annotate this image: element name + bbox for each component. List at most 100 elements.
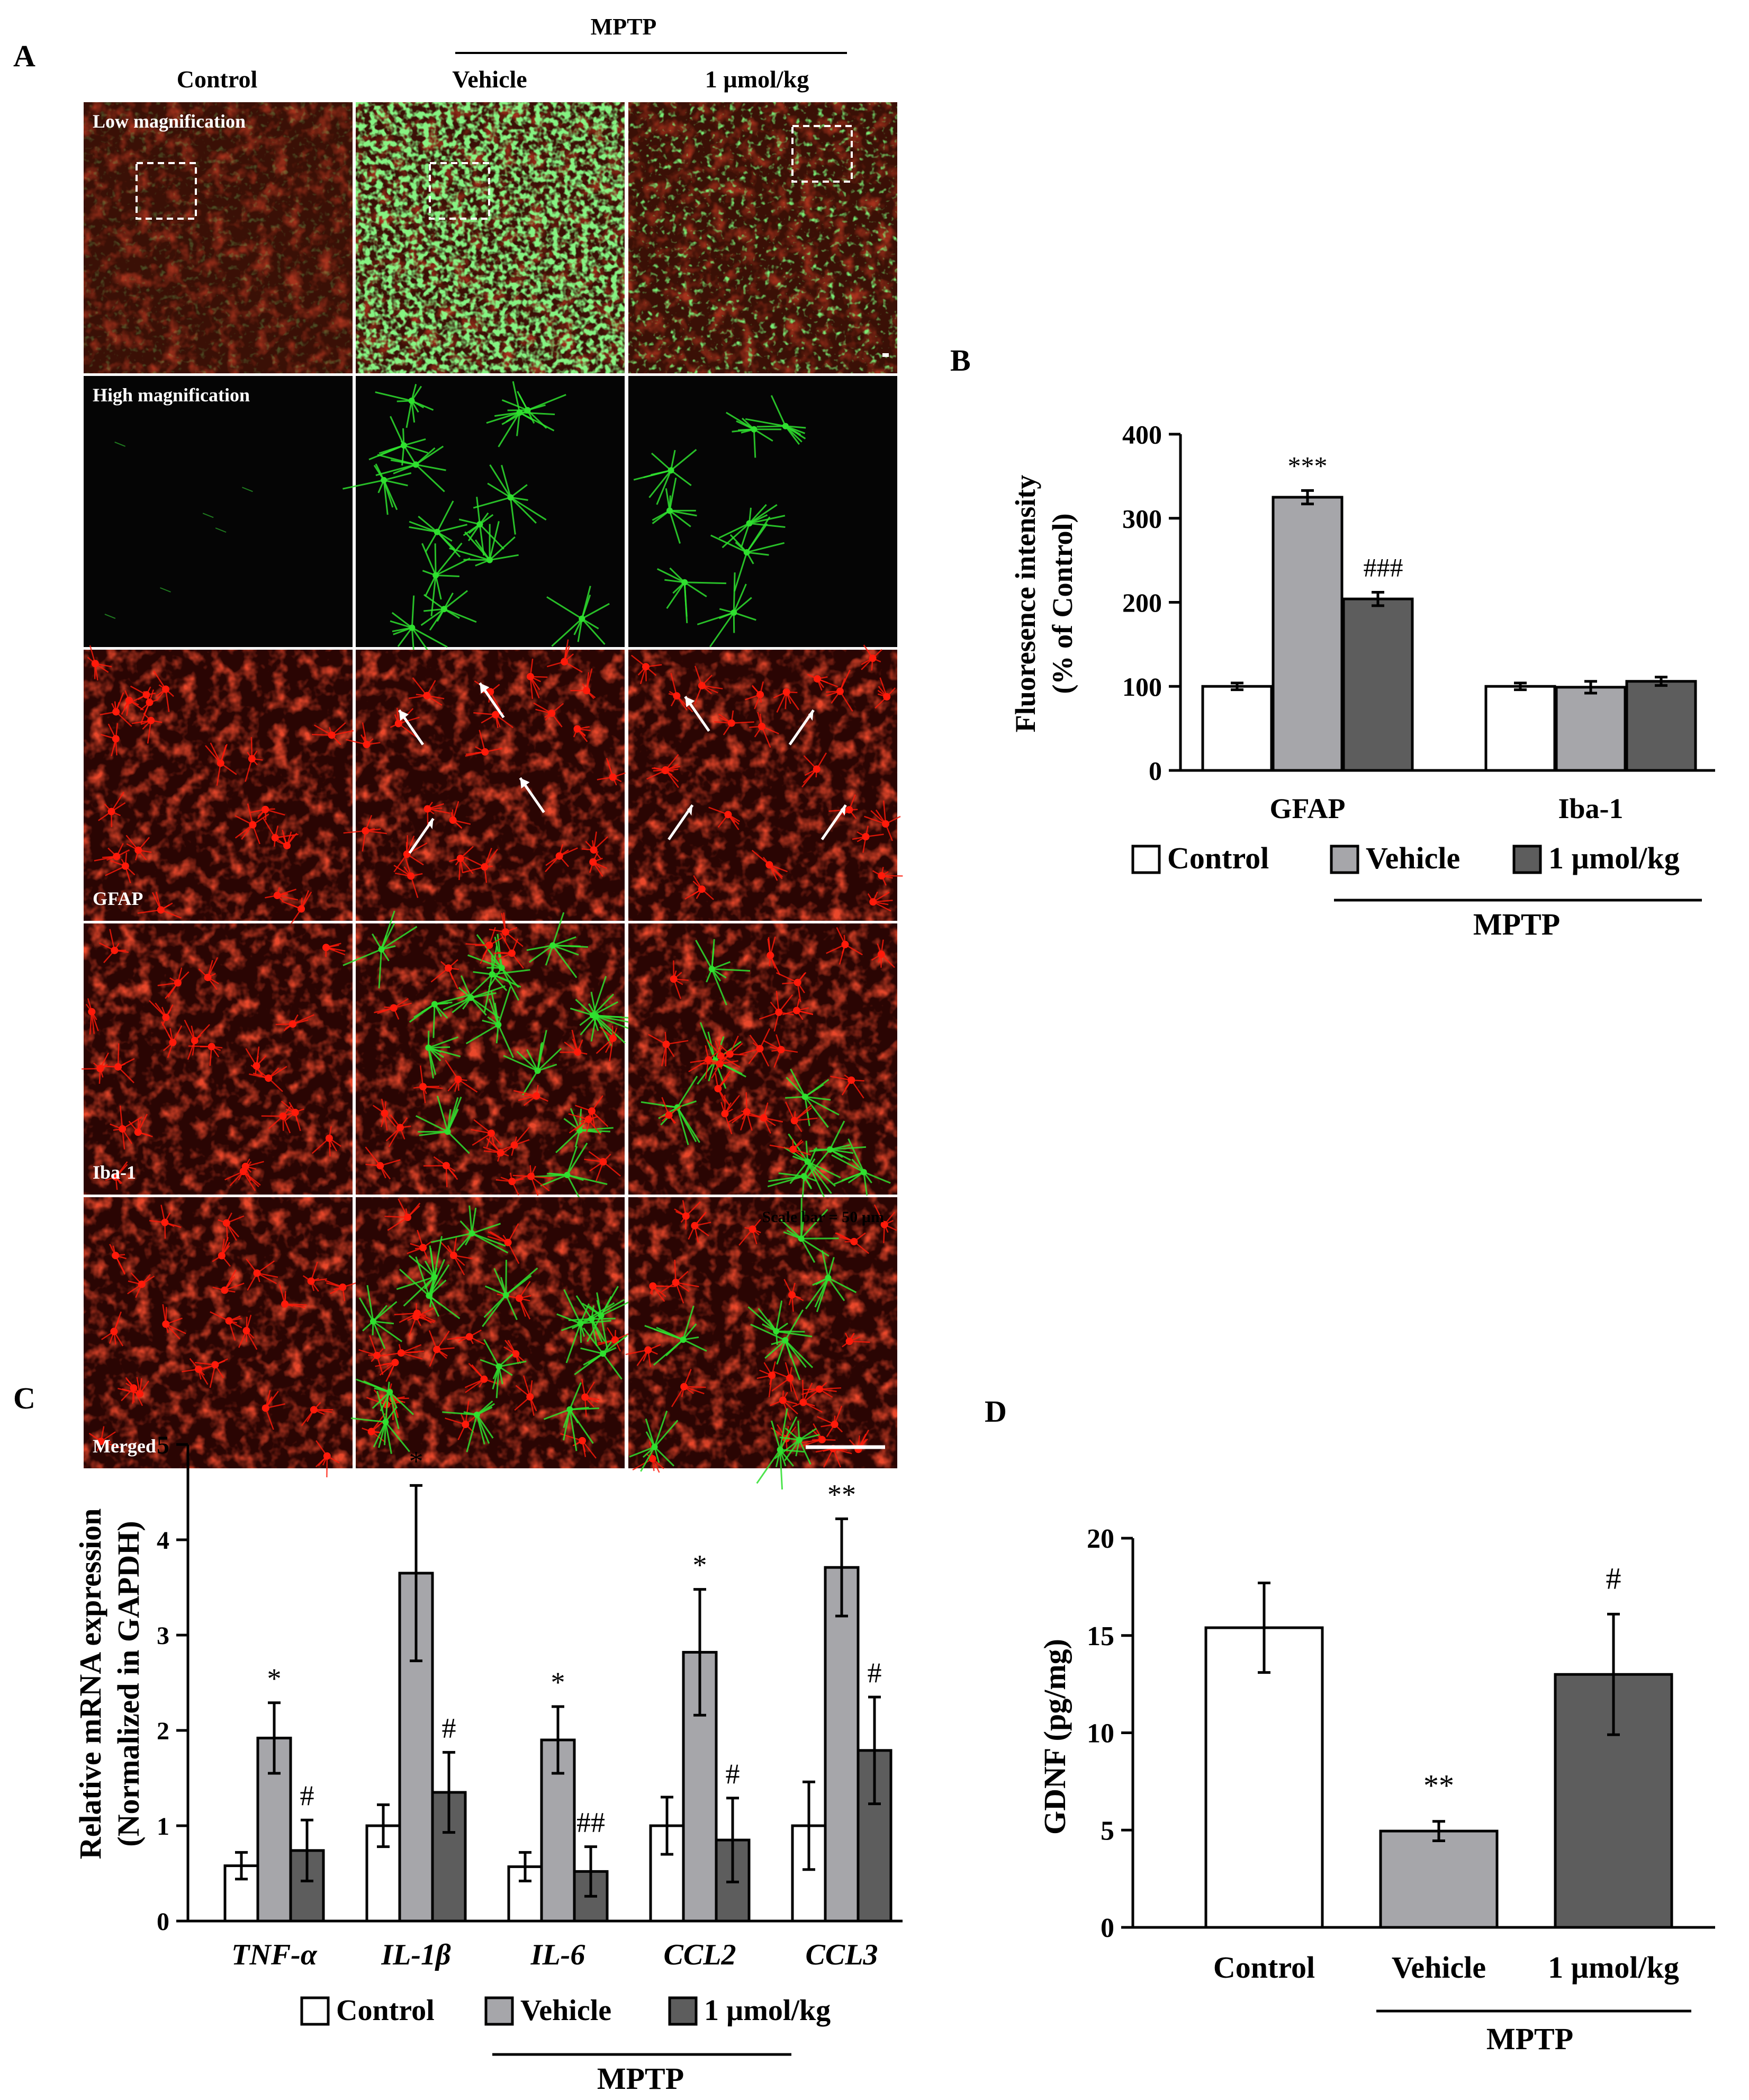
significance-mark: ** [1423,1769,1454,1803]
significance-mark: # [868,1657,882,1689]
roi-box [791,125,853,183]
significance-mark: * [267,1663,282,1694]
scale-bar-small [882,353,889,357]
significance-mark: ### [1364,552,1403,582]
legend-0-swatch [1131,845,1161,874]
column-label-dose: 1 µmol/kg [705,66,809,93]
y-tick-label: 1 [157,1812,169,1841]
micrograph-r1-c2 [628,376,897,648]
x-tick-label: Control [1213,1950,1315,1985]
panel-letter-c: C [13,1381,35,1415]
significance-mark: ** [827,1478,856,1510]
panel-letter-b: B [950,343,971,378]
significance-mark: # [300,1780,314,1811]
y-tick-label: 300 [1122,504,1162,533]
y-tick-label: 200 [1122,588,1162,617]
x-tick-label: IL-6 [530,1939,585,1971]
y-axis-label: Relative mRNA expression [73,1509,107,1860]
scale-bar-caption: Scale bar = 50 µm [762,1208,884,1226]
y-tick-label: 400 [1122,420,1162,450]
y-tick-label: 100 [1122,672,1162,702]
row-label: Low magnification [93,111,246,132]
x-tick-label: TNF-α [231,1939,318,1971]
roi-box [429,162,490,220]
micrograph-r0-c2 [628,102,897,373]
bar [1201,685,1273,772]
chart-b: 0 100 200 300 400 Fluoresence intensity (% of … [1009,420,1715,941]
legend-2-label: 1 µmol/kg [704,1994,831,2027]
bar [1342,597,1414,772]
legend-0-label: Control [336,1994,435,2027]
micrograph-r2-c2 [628,644,903,921]
bar [1379,1829,1499,1929]
legend-1-label: Vehicle [520,1994,611,2027]
y-tick-label: 2 [157,1717,169,1745]
y-tick-label: 3 [157,1622,169,1650]
column-label-vehicle: Vehicle [452,66,527,93]
x-tick-label: Iba-1 [1558,793,1623,824]
significance-mark: * [693,1549,707,1581]
bar [1625,680,1697,772]
legend-2-swatch [668,1996,698,2026]
y-tick-label: 5 [1101,1816,1114,1846]
legend-1-swatch [484,1996,514,2026]
micrograph-r3-c0: Iba-1 [82,923,353,1195]
legend-2-swatch [1512,845,1542,874]
bar [1555,686,1627,772]
panel-letter-a: A [13,39,35,73]
legend-0-label: Control [1167,841,1269,875]
micrograph-r4-c1 [350,1197,638,1468]
x-tick-label: CCL2 [664,1939,736,1971]
x-tick-label: GFAP [1270,793,1346,824]
x-tick-label: CCL3 [806,1939,878,1971]
chart-d: 0 5 10 15 20 GDNF (pg/mg) Control ** Vehicle #1 µ… [1038,1524,1715,2056]
micrograph-r0-c1 [356,102,625,373]
significance-mark: # [1606,1561,1621,1595]
roi-box [136,162,197,220]
x-tick-label: Vehicle [1392,1950,1486,1985]
significance-mark: *** [1288,451,1328,480]
y-tick-label: 0 [1149,756,1162,786]
y-axis-label: (Normalized in GAPDH) [111,1521,146,1846]
bar [1272,496,1344,772]
micrograph-r3-c1 [342,910,633,1201]
y-tick-label: 10 [1087,1719,1114,1749]
chart-c: 0 1 2 3 4 5 Relative mRNA expression (Normalize… [73,1431,903,2096]
x-tick-label: IL-1β [381,1939,451,1971]
micrograph-r1-c0: High magnification [84,376,353,647]
y-tick-label: 5 [157,1431,169,1459]
row-label: High magnification [93,384,250,406]
panel-letter-d: D [985,1394,1007,1429]
y-axis-label: GDNF (pg/mg) [1038,1639,1072,1835]
legend-1-label: Vehicle [1366,841,1460,875]
micrograph-r3-c2 [628,923,897,1198]
y-tick-label: 20 [1087,1524,1114,1554]
micrograph-r4-c2 [625,1197,897,1490]
micrograph-r2-c0: GFAP [84,645,354,926]
y-axis-label: Fluoresence intensity [1009,475,1041,732]
y-tick-label: 0 [157,1908,169,1936]
panel-a: MPTP Control Vehicle 1 µmol/kg Low magni… [82,14,903,1490]
significance-mark: ## [576,1807,605,1838]
row-label: Iba-1 [93,1162,136,1183]
y-tick-label: 15 [1087,1621,1114,1652]
column-label-control: Control [177,66,258,93]
mptp-label: MPTP [1486,2022,1573,2056]
x-tick-label: 1 µmol/kg [1548,1950,1679,1985]
mptp-header: MPTP [591,14,657,40]
mptp-label: MPTP [1473,907,1560,941]
micrograph-r4-c0: Merged [84,1197,363,1478]
significance-mark: * [409,1445,423,1477]
row-label: GFAP [93,888,143,909]
legend-0-swatch [300,1996,330,2026]
micrograph-r1-c1 [342,376,625,667]
micrograph-r0-c0: Low magnification [84,102,353,373]
legend-2-label: 1 µmol/kg [1548,841,1680,875]
y-tick-label: 0 [1101,1913,1114,1943]
mptp-label: MPTP [597,2061,684,2096]
y-axis-label: (% of Control) [1047,514,1078,694]
legend-1-swatch [1330,845,1359,874]
row-label: Merged [93,1435,156,1457]
